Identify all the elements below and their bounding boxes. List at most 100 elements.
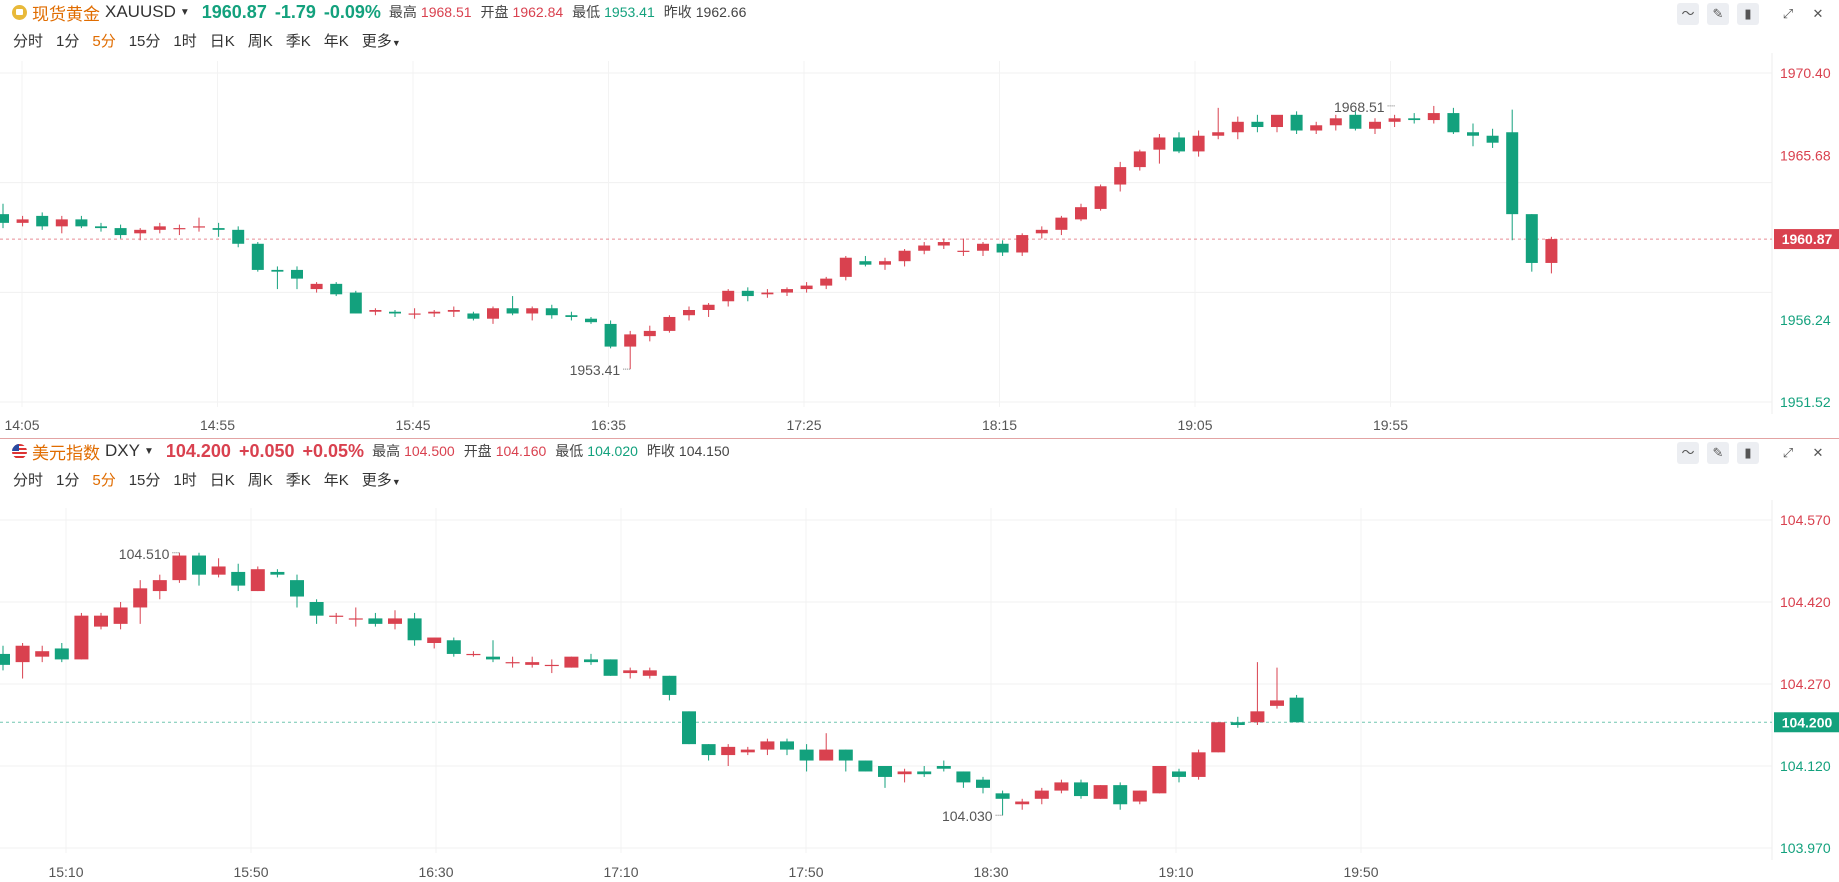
candle[interactable] <box>1211 722 1226 753</box>
line-indicator-icon[interactable]: 〜 <box>1677 442 1699 464</box>
candle[interactable] <box>270 569 285 578</box>
candle[interactable] <box>1388 114 1401 128</box>
candle[interactable] <box>564 656 579 668</box>
candle[interactable] <box>957 238 970 256</box>
candle[interactable] <box>702 303 715 317</box>
candle[interactable] <box>309 599 324 624</box>
expand-icon[interactable]: ⤢ <box>1782 6 1794 21</box>
candle[interactable] <box>487 306 499 324</box>
candle[interactable] <box>486 640 500 663</box>
candle[interactable] <box>505 656 520 668</box>
candle[interactable] <box>330 282 343 297</box>
caret-down-icon[interactable]: ▼ <box>179 6 190 18</box>
candle[interactable] <box>1289 694 1304 723</box>
candle[interactable] <box>624 330 637 370</box>
tab-daily[interactable]: 日K <box>209 33 235 50</box>
candle[interactable] <box>1153 133 1166 164</box>
tab-daily[interactable]: 日K <box>209 472 235 489</box>
candle[interactable] <box>898 249 911 267</box>
candle[interactable] <box>996 240 1009 256</box>
candle[interactable] <box>1231 116 1244 140</box>
candle[interactable] <box>310 282 323 293</box>
candle[interactable] <box>683 306 695 321</box>
candle[interactable] <box>211 558 226 578</box>
candle[interactable] <box>1408 113 1421 124</box>
candle[interactable] <box>701 744 716 761</box>
tab-time-share[interactable]: 分时 <box>13 472 44 489</box>
candle[interactable] <box>1271 114 1283 133</box>
candle[interactable] <box>603 659 618 676</box>
candle[interactable] <box>1525 214 1538 272</box>
candle[interactable] <box>1034 787 1049 805</box>
candle[interactable] <box>134 228 147 241</box>
candle[interactable] <box>800 282 813 293</box>
candle[interactable] <box>329 612 344 624</box>
tab-1min[interactable]: 1分 <box>56 472 80 489</box>
candle[interactable] <box>604 320 617 349</box>
candle[interactable] <box>231 563 246 592</box>
candle[interactable] <box>1270 667 1284 709</box>
candle[interactable] <box>995 790 1010 816</box>
candle[interactable] <box>1133 149 1146 171</box>
dxy-candlestick-chart[interactable]: 15:10 15:50 16:30 17:10 17:50 18:30 19:10 19:50… <box>0 439 1839 882</box>
candle[interactable] <box>1191 749 1206 780</box>
tab-15min[interactable]: 15分 <box>128 472 161 489</box>
candle[interactable] <box>1114 161 1127 192</box>
candle[interactable] <box>1192 130 1205 157</box>
candle[interactable] <box>799 744 814 772</box>
candle[interactable] <box>271 266 284 290</box>
candle[interactable] <box>1093 785 1108 799</box>
candle[interactable] <box>446 637 461 657</box>
candle[interactable] <box>1486 128 1499 148</box>
candle[interactable] <box>879 257 891 270</box>
dxy-ticker[interactable]: DXY <box>105 441 140 460</box>
candle[interactable] <box>506 296 519 316</box>
candle[interactable] <box>897 768 912 783</box>
candle[interactable] <box>193 217 205 232</box>
candle[interactable] <box>349 290 362 314</box>
candle[interactable] <box>917 766 932 777</box>
candle[interactable] <box>1230 716 1245 728</box>
candle[interactable] <box>740 746 755 756</box>
candle[interactable] <box>95 222 107 232</box>
candle[interactable] <box>74 612 89 660</box>
candle[interactable] <box>1329 114 1342 131</box>
candle[interactable] <box>839 255 852 281</box>
candle[interactable] <box>819 733 834 761</box>
candle[interactable] <box>937 238 950 250</box>
candle[interactable] <box>585 316 597 324</box>
candle[interactable] <box>447 306 460 317</box>
candle[interactable] <box>682 711 696 745</box>
candle[interactable] <box>0 203 9 229</box>
candle[interactable] <box>389 309 401 317</box>
candle[interactable] <box>35 645 50 663</box>
candle[interactable] <box>1290 111 1303 134</box>
tab-1min[interactable]: 1分 <box>56 33 80 50</box>
candle[interactable] <box>1506 109 1519 241</box>
draw-pencil-icon[interactable]: ✎ <box>1707 3 1729 25</box>
gold-candlestick-chart[interactable]: 14:05 14:55 15:45 16:35 17:25 18:15 19:05 19:55… <box>0 0 1839 438</box>
candle[interactable] <box>1427 105 1440 124</box>
tab-15min[interactable]: 15分 <box>128 33 161 50</box>
candle[interactable] <box>1035 226 1048 239</box>
candle[interactable] <box>251 242 264 272</box>
candle[interactable] <box>16 215 29 227</box>
tab-more[interactable]: 更多▼ <box>362 469 401 490</box>
candle[interactable] <box>565 311 578 321</box>
tab-time-share[interactable]: 分时 <box>13 33 44 50</box>
candle[interactable] <box>94 612 108 630</box>
candle[interactable] <box>1152 766 1167 794</box>
tab-quarterly[interactable]: 季K <box>285 33 311 50</box>
tab-more[interactable]: 更多▼ <box>362 30 401 51</box>
caret-down-icon[interactable]: ▼ <box>143 445 154 457</box>
candle[interactable] <box>1055 215 1068 236</box>
candle[interactable] <box>741 287 754 302</box>
tab-5min[interactable]: 5分 <box>92 33 116 50</box>
close-icon[interactable]: ✕ <box>1812 445 1824 460</box>
candle[interactable] <box>1250 662 1265 725</box>
tab-yearly[interactable]: 年K <box>323 472 349 489</box>
candle[interactable] <box>152 574 167 600</box>
candle[interactable] <box>36 212 49 230</box>
candle[interactable] <box>427 637 442 649</box>
candle[interactable] <box>544 659 559 674</box>
